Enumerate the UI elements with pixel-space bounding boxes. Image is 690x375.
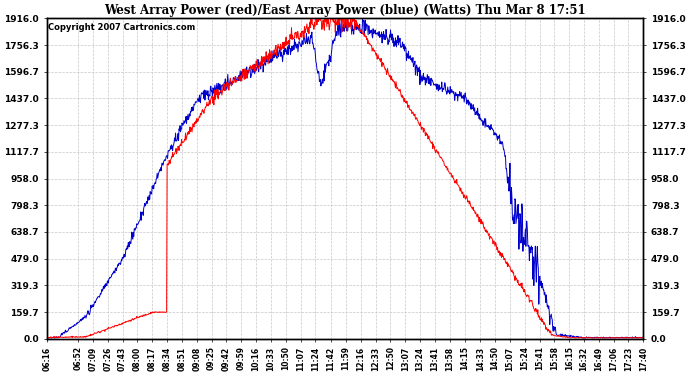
Title: West Array Power (red)/East Array Power (blue) (Watts) Thu Mar 8 17:51: West Array Power (red)/East Array Power … bbox=[104, 4, 586, 17]
Text: Copyright 2007 Cartronics.com: Copyright 2007 Cartronics.com bbox=[48, 23, 195, 32]
